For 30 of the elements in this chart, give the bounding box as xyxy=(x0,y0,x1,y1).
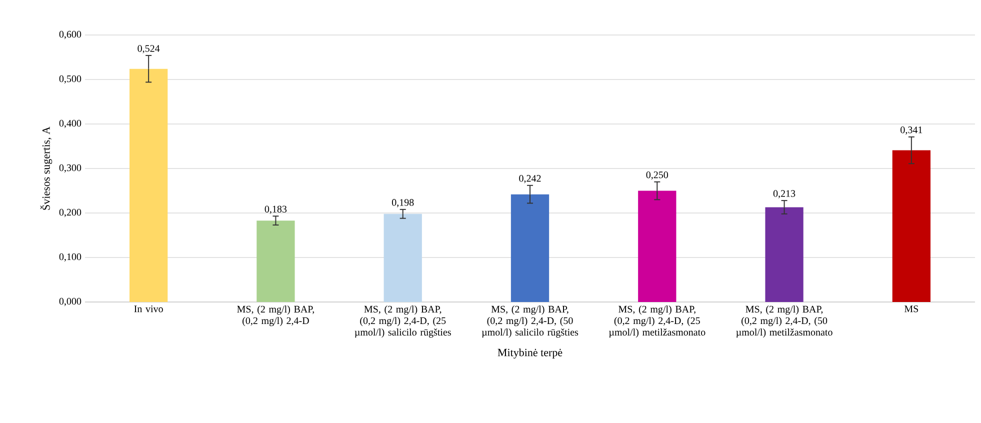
bar xyxy=(384,214,422,302)
data-label: 0,524 xyxy=(138,45,160,54)
y-tick-label: 0,000 xyxy=(59,298,82,306)
y-tick-label: 0,400 xyxy=(59,120,82,128)
data-label: 0,250 xyxy=(646,171,668,180)
y-tick-label: 0,100 xyxy=(59,253,82,262)
bar xyxy=(510,194,550,302)
y-tick-label: 0,500 xyxy=(59,75,82,84)
bar xyxy=(130,68,168,302)
data-label: 0,198 xyxy=(392,199,414,208)
data-label: 0,213 xyxy=(773,190,796,198)
bar xyxy=(638,190,676,302)
y-tick-label: 0,300 xyxy=(59,164,82,173)
y-tick-label: 0,200 xyxy=(59,208,82,218)
data-label: 0,242 xyxy=(519,175,541,184)
x-tick-label: MS xyxy=(904,306,918,312)
y-axis-title: Šviesos sugertis, A xyxy=(40,126,52,210)
bar xyxy=(892,150,931,302)
data-label: 0,183 xyxy=(264,206,287,214)
y-tick-label: 0,600 xyxy=(59,30,82,40)
x-tick-label: MS, (2 mg/l) BAP, (0,2 mg/l) 2,4-D, (25 µmol/l) salicilo rūgšties xyxy=(354,306,451,338)
bar xyxy=(256,220,295,302)
x-tick-label: MS, (2 mg/l) BAP, (0,2 mg/l) 2,4-D, (50 µmol/l) salicilo rūgšties xyxy=(482,306,578,338)
x-tick-label: MS, (2 mg/l) BAP, (0,2 mg/l) 2,4-D, (25 µmol/l) metilžasmonato xyxy=(609,306,706,338)
bar xyxy=(765,207,804,302)
x-axis-title: Mitybinė terpė xyxy=(498,348,562,358)
x-tick-label: MS, (2 mg/l) BAP, (0,2 mg/l) 2,4-D xyxy=(237,306,314,326)
data-label: 0,341 xyxy=(900,126,922,135)
x-tick-label: In vivo xyxy=(134,306,163,312)
x-tick-label: MS, (2 mg/l) BAP, (0,2 mg/l) 2,4-D, (50 µmol/l) metilžasmonato xyxy=(736,306,832,338)
